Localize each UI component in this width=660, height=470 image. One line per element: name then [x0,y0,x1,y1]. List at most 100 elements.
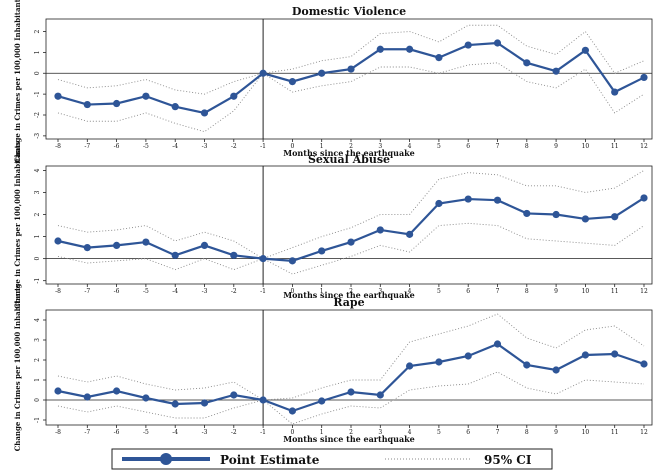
point-estimate-marker [406,230,414,238]
x-tick-label: 5 [437,429,441,436]
point-estimate-marker [288,407,296,415]
point-estimate-marker [259,255,267,263]
point-estimate-marker [171,103,179,111]
point-estimate-marker [83,393,91,401]
x-tick-label: 7 [496,288,500,295]
point-estimate-marker [142,238,150,246]
x-tick-label: 11 [611,143,619,150]
x-tick-label: 6 [466,143,470,150]
legend-box [111,448,553,470]
point-estimate-marker [552,210,560,219]
x-tick-label: -1 [260,429,266,436]
y-axis-label: Change in Crimes per 100,000 Inhabitants [13,0,22,163]
x-tick-label: -8 [55,429,61,436]
point-estimate-marker [83,244,91,252]
x-tick-label: -3 [202,143,208,150]
point-estimate-marker [552,67,560,75]
y-tick-label: 0 [34,257,41,261]
x-tick-label: 11 [611,288,619,295]
point-estimate-marker [83,100,91,109]
point-estimate-marker [171,400,179,408]
ci-upper-line [57,24,645,95]
y-tick-label: 2 [34,212,41,216]
point-estimate-marker [640,73,648,82]
point-estimate-marker [464,352,472,360]
x-tick-label: -5 [143,429,149,436]
x-tick-label: 9 [554,429,558,436]
x-tick-label: 1 [320,429,324,436]
y-axis-label: Change in Crimes per 100,000 Inhabitants [13,284,22,452]
y-tick-label: 3 [34,190,41,194]
plot-frame [45,165,653,285]
x-tick-label: -7 [84,288,90,295]
x-tick-label: 7 [496,429,500,436]
x-tick-label: 11 [611,429,619,436]
y-tick-label: 0 [34,398,41,402]
point-estimate-marker [259,396,267,404]
y-tick-label: 3 [34,338,41,342]
ci-lower-line [57,222,645,275]
x-tick-label: 5 [437,143,441,150]
y-tick-label: 2 [34,358,41,362]
x-tick-label: 10 [582,429,590,436]
point-estimate-marker [376,226,384,234]
x-tick-label: -4 [172,288,178,295]
x-tick-label: 8 [525,143,529,150]
point-estimate-marker [581,351,590,359]
point-estimate-marker [171,251,179,259]
point-estimate-marker [640,194,648,202]
legend-ci-label: 95% CI [484,453,532,467]
plot-frame [45,18,653,140]
point-estimate-marker [523,209,531,218]
point-estimate-marker [611,350,619,358]
point-estimate-marker [230,251,238,259]
x-tick-label: -8 [55,288,61,295]
point-estimate-marker [464,195,472,203]
y-tick-label: -2 [34,112,41,118]
x-tick-label: 8 [525,429,529,436]
x-tick-label: 12 [640,143,648,150]
point-estimate-marker [54,237,62,245]
point-estimate-marker [347,65,355,73]
x-tick-label: -6 [114,288,120,295]
y-tick-label: 0 [34,71,41,75]
x-axis-label: Months since the earthquake [283,290,415,300]
point-estimate-marker [640,360,648,368]
point-estimate-marker [347,238,355,246]
point-estimate-marker [435,54,443,62]
point-estimate-marker [200,399,209,407]
x-tick-label: -6 [114,429,120,436]
x-tick-label: -2 [231,429,237,436]
y-tick-label: -1 [34,91,41,97]
x-tick-label: 12 [640,288,648,295]
y-tick-label: 4 [34,318,41,322]
x-tick-label: 2 [349,429,353,436]
x-tick-label: -3 [202,288,208,295]
point-estimate-marker [142,92,150,100]
point-estimate-marker [230,391,238,399]
point-estimate-marker [54,387,62,395]
x-tick-label: -7 [84,143,90,150]
x-tick-label: 6 [466,429,470,436]
point-estimate-marker [200,109,209,117]
panel-0: Domestic Violence Months since the earthq… [13,0,653,163]
x-tick-label: 7 [496,143,500,150]
point-estimate-marker [464,41,472,49]
plot-frame [45,309,653,426]
x-tick-label: 5 [437,288,441,295]
legend-marker-swatch [160,453,172,465]
legend: Point Estimate 95% CI [111,448,553,470]
panels: Domestic Violence Months since the earthq… [13,0,653,452]
x-tick-label: -2 [231,288,237,295]
x-tick-label: -4 [172,143,178,150]
y-tick-label: -3 [34,133,41,139]
point-estimate-marker [318,69,326,77]
point-estimate-marker [493,340,502,348]
x-tick-label: -5 [143,288,149,295]
x-tick-label: 3 [378,143,382,150]
point-estimate-marker [435,199,443,208]
x-tick-label: 8 [525,288,529,295]
